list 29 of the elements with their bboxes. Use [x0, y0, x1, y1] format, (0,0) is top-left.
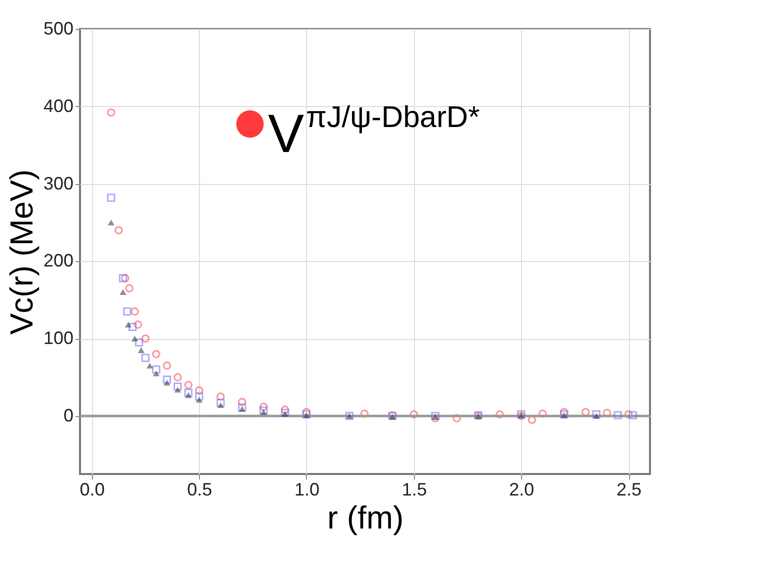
- point: [196, 396, 203, 403]
- point: [146, 362, 154, 369]
- x-tick-label: 1.0: [294, 480, 320, 500]
- y-tick-label: 100: [43, 328, 74, 348]
- y-axis-title: Vc(r) (MeV): [3, 169, 40, 335]
- x-axis-title: r (fm): [327, 500, 404, 536]
- y-tick-label: 200: [43, 250, 74, 271]
- y-tick-label: 500: [43, 18, 74, 38]
- point: [217, 402, 224, 408]
- point: [131, 336, 138, 342]
- point: [152, 370, 160, 376]
- x-tick-label: 2.5: [616, 480, 642, 500]
- point: [185, 392, 192, 398]
- point: [164, 380, 170, 386]
- x-tick-label: 0.5: [187, 480, 212, 500]
- y-tick-label: 0: [63, 405, 74, 426]
- x-tick-label: 0.0: [80, 480, 105, 500]
- point: [174, 386, 182, 393]
- point: [238, 406, 246, 412]
- point: [138, 347, 145, 354]
- point: [592, 413, 600, 419]
- y-tick-label: 400: [43, 96, 74, 116]
- point: [108, 220, 114, 226]
- y-tick-label: 300: [43, 173, 74, 194]
- point: [120, 289, 126, 296]
- point: [124, 322, 132, 328]
- point: [260, 409, 267, 415]
- x-tick-label: 2.0: [509, 480, 534, 500]
- x-tick-label: 1.5: [402, 480, 427, 500]
